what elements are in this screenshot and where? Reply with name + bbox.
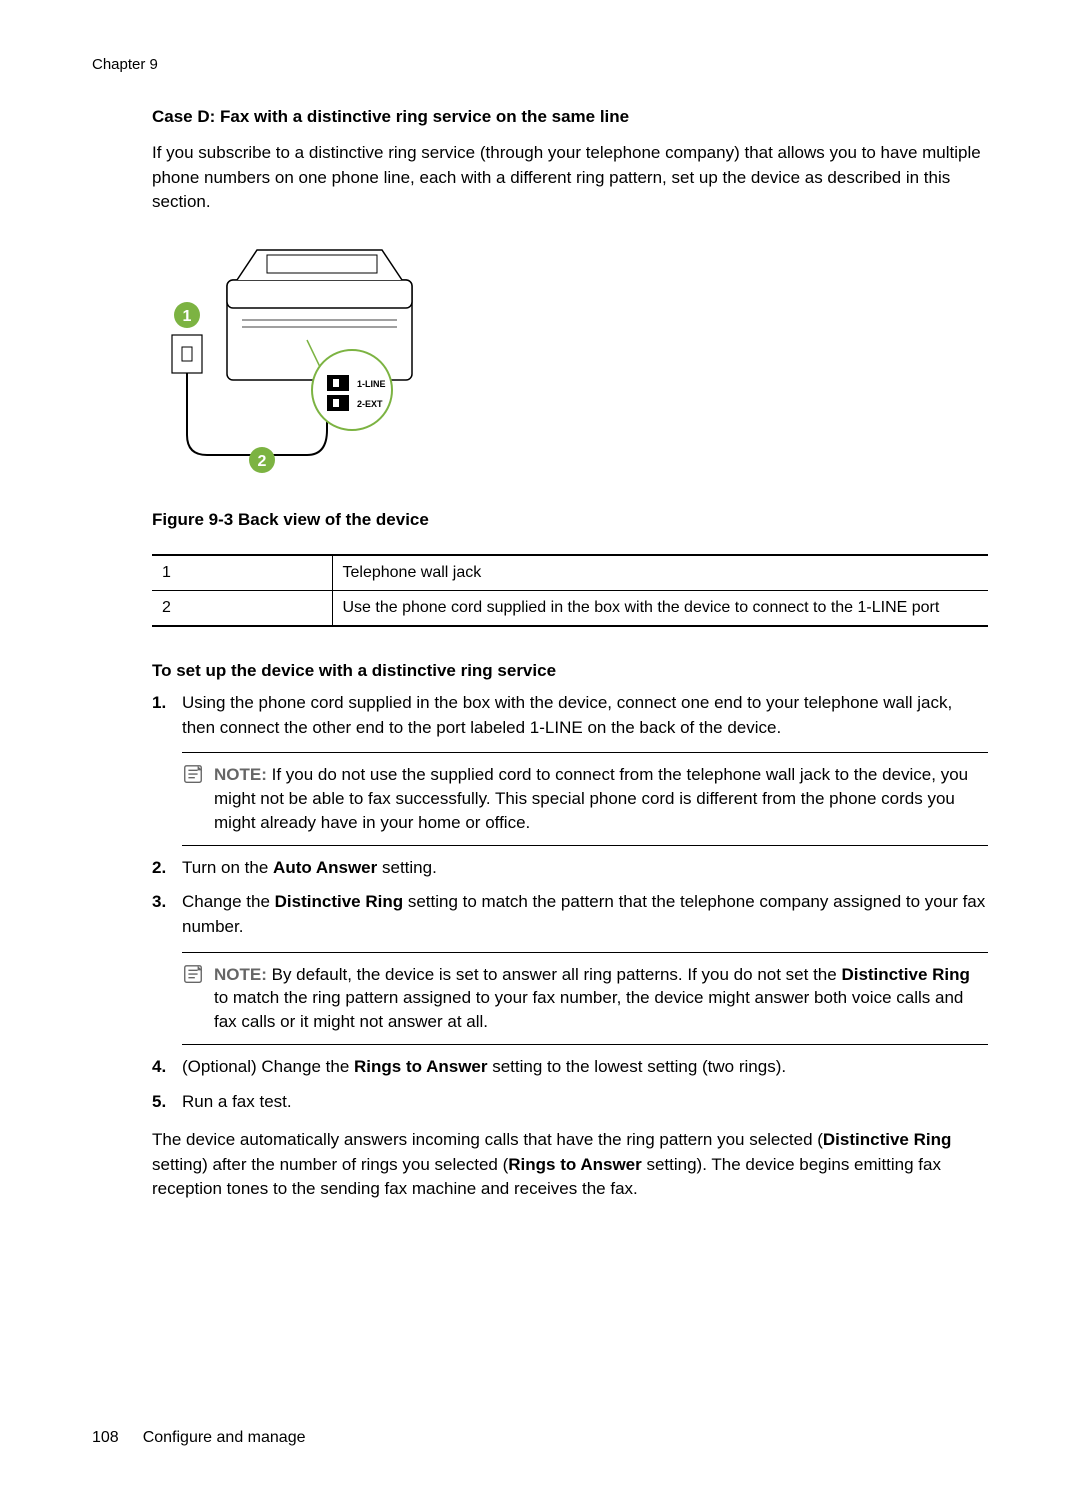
bold-term: Distinctive Ring [841, 965, 969, 984]
note-text: By default, the device is set to answer … [267, 965, 842, 984]
callout-table: 1 Telephone wall jack 2 Use the phone co… [152, 554, 988, 627]
svg-text:1-LINE: 1-LINE [357, 379, 386, 389]
step-text: setting to the lowest setting (two rings… [488, 1057, 787, 1076]
table-row: 1 Telephone wall jack [152, 555, 988, 591]
table-row: 2 Use the phone cord supplied in the box… [152, 590, 988, 626]
note-label: NOTE: [214, 965, 267, 984]
note-box: NOTE: If you do not use the supplied cor… [182, 752, 988, 845]
step-5: Run a fax test. [152, 1090, 988, 1115]
step-2: Turn on the Auto Answer setting. [152, 856, 988, 881]
callout-text: Use the phone cord supplied in the box w… [332, 590, 988, 626]
bold-term: Auto Answer [273, 858, 377, 877]
note-icon [182, 763, 204, 785]
svg-text:2: 2 [258, 453, 267, 470]
page-footer: 108 Configure and manage [92, 1429, 305, 1447]
page-number: 108 [92, 1429, 119, 1446]
device-back-view-svg: 1-LINE 2-EXT 1 2 [152, 235, 442, 485]
closing-text: The device automatically answers incomin… [152, 1130, 823, 1149]
step-1: Using the phone cord supplied in the box… [152, 691, 988, 846]
case-title: Case D: Fax with a distinctive ring serv… [152, 107, 988, 127]
closing-text: setting) after the number of rings you s… [152, 1155, 508, 1174]
svg-text:1: 1 [183, 308, 192, 325]
chapter-label: Chapter 9 [92, 56, 988, 73]
callout-num: 2 [152, 590, 332, 626]
setup-heading: To set up the device with a distinctive … [152, 661, 988, 681]
step-text: Run a fax test. [182, 1092, 292, 1111]
figure-diagram: 1-LINE 2-EXT 1 2 [152, 235, 988, 490]
step-text: Using the phone cord supplied in the box… [182, 693, 952, 737]
note-icon [182, 963, 204, 985]
bold-term: Rings to Answer [508, 1155, 642, 1174]
page-content: Case D: Fax with a distinctive ring serv… [152, 107, 988, 1202]
svg-text:2-EXT: 2-EXT [357, 399, 383, 409]
figure-caption: Figure 9-3 Back view of the device [152, 510, 988, 530]
bold-term: Rings to Answer [354, 1057, 488, 1076]
bold-term: Distinctive Ring [823, 1130, 951, 1149]
step-text: setting. [377, 858, 437, 877]
step-text: Turn on the [182, 858, 273, 877]
note-text: If you do not use the supplied cord to c… [214, 765, 968, 832]
setup-steps: Using the phone cord supplied in the box… [152, 691, 988, 1114]
callout-text: Telephone wall jack [332, 555, 988, 591]
footer-section: Configure and manage [143, 1429, 306, 1446]
note-label: NOTE: [214, 765, 267, 784]
step-text: Change the [182, 892, 275, 911]
step-4: (Optional) Change the Rings to Answer se… [152, 1055, 988, 1080]
note-text: to match the ring pattern assigned to yo… [214, 988, 963, 1031]
note-box: NOTE: By default, the device is set to a… [182, 952, 988, 1045]
case-intro: If you subscribe to a distinctive ring s… [152, 141, 988, 215]
step-3: Change the Distinctive Ring setting to m… [152, 890, 988, 1045]
closing-paragraph: The device automatically answers incomin… [152, 1128, 988, 1202]
bold-term: Distinctive Ring [275, 892, 403, 911]
step-text: (Optional) Change the [182, 1057, 354, 1076]
callout-num: 1 [152, 555, 332, 591]
